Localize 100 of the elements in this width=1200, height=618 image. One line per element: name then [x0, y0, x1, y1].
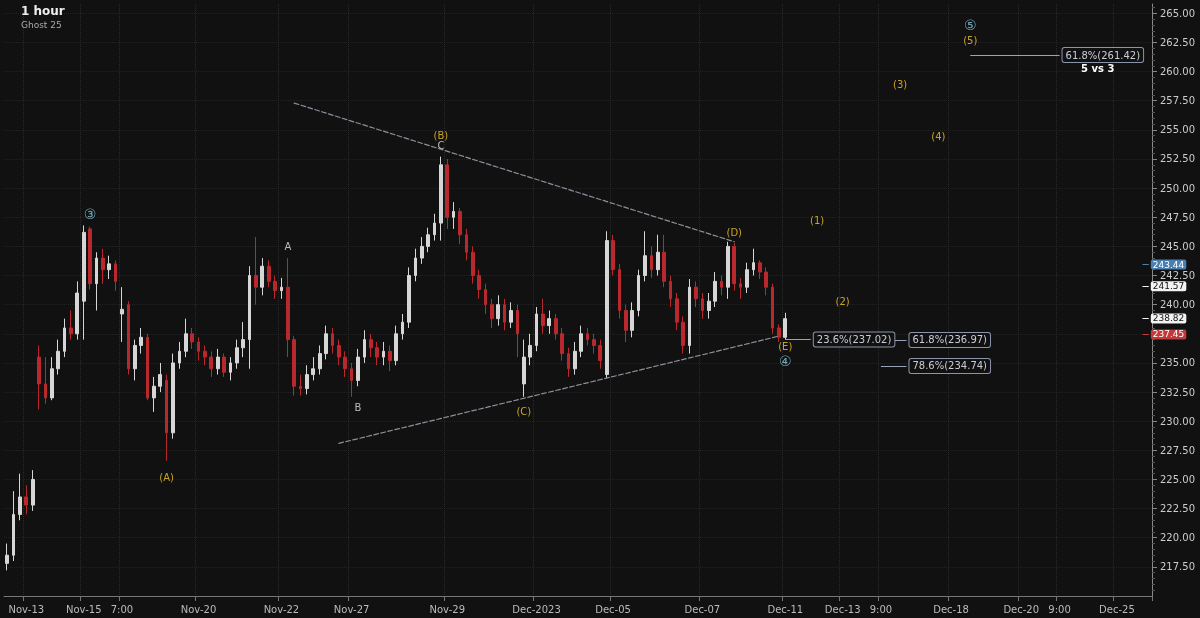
- candlestick: [31, 469, 35, 512]
- candlestick: [732, 242, 736, 292]
- candlestick: [720, 275, 723, 296]
- ref-line-label: 61.8%(261.42): [1065, 49, 1141, 61]
- y-tick-label: 260.00: [1160, 66, 1195, 78]
- candlestick: [726, 241, 730, 300]
- candlestick: [509, 301, 513, 329]
- annotation: A: [284, 240, 292, 252]
- candlestick: [618, 263, 621, 320]
- candlestick: [235, 339, 239, 370]
- x-tick-label: 9:00: [869, 603, 893, 615]
- candlestick: [165, 374, 168, 462]
- candlestick: [382, 341, 385, 366]
- y-tick-label: 242.50: [1160, 270, 1195, 282]
- candlestick: [484, 283, 487, 315]
- candlestick: [197, 336, 200, 362]
- candlestick: [171, 353, 175, 440]
- chart-title: 1 hour: [21, 4, 65, 18]
- candlestick: [107, 255, 111, 280]
- candlestick: [656, 234, 660, 277]
- candlestick: [280, 277, 283, 300]
- candlestick: [152, 376, 156, 413]
- annotation: (C): [516, 406, 532, 418]
- y-tick-label: 252.50: [1160, 153, 1195, 165]
- candlestick: [299, 374, 302, 397]
- candlestick: [783, 312, 787, 341]
- x-tick-label: Nov-20: [180, 603, 217, 615]
- y-tick-label: 225.00: [1160, 473, 1195, 485]
- candlestick: [452, 201, 455, 230]
- candlestick: [63, 318, 66, 358]
- ref-line-label: 243.44: [1152, 259, 1185, 270]
- x-tick-label: Nov-29: [429, 603, 466, 615]
- candlestick: [37, 344, 41, 411]
- candlestick: [547, 309, 551, 335]
- x-tick-label: Dec-20: [1003, 603, 1040, 615]
- candlestick: [350, 362, 353, 398]
- candlestick: [688, 278, 691, 355]
- candlestick: [324, 325, 328, 360]
- annotation: (E): [778, 341, 793, 353]
- annotation: ⑤: [963, 16, 977, 33]
- candlestick: [433, 213, 436, 242]
- annotation: ③: [83, 205, 97, 222]
- ref-line-label: 78.6%(234.74): [912, 360, 988, 372]
- candlestick: [331, 327, 334, 355]
- candlestick: [694, 280, 698, 308]
- candlestick: [24, 484, 28, 515]
- y-tick-label: 227.50: [1160, 444, 1195, 456]
- candlestick: [669, 275, 672, 308]
- candlestick: [69, 309, 73, 341]
- candlestick: [681, 315, 685, 355]
- annotation: C: [437, 139, 445, 151]
- y-tick-label: 257.50: [1160, 95, 1195, 107]
- annotation: (5): [963, 34, 978, 46]
- x-tick-label: Dec-18: [933, 603, 969, 615]
- candlestick: [662, 234, 666, 288]
- candlestick: [184, 318, 188, 358]
- candlestick: [388, 344, 392, 372]
- candlestick: [267, 259, 271, 288]
- candlestick: [101, 248, 105, 285]
- y-tick-label: 247.50: [1160, 211, 1195, 223]
- candlestick: [554, 313, 558, 341]
- candlestick: [777, 323, 781, 343]
- candlestick: [18, 473, 22, 521]
- candlestick: [216, 348, 220, 376]
- x-tick-label: 7:00: [110, 603, 134, 615]
- candlestick: [229, 356, 232, 381]
- candlestick: [414, 248, 417, 282]
- candlestick: [471, 245, 475, 285]
- annotation: (B): [433, 130, 449, 142]
- candlestick: [426, 227, 430, 253]
- candlestick: [477, 269, 481, 300]
- candlestick: [209, 350, 213, 378]
- candlestick: [273, 275, 277, 300]
- candlestick: [764, 266, 768, 296]
- candlestick: [573, 341, 577, 376]
- annotation: (1): [810, 215, 825, 227]
- candlestick: [120, 286, 124, 343]
- candlestick: [758, 259, 762, 280]
- ref-line-label: 237.45: [1152, 329, 1185, 340]
- candlestick: [75, 280, 79, 341]
- candlestick: [745, 262, 749, 294]
- y-tick-label: 262.50: [1160, 36, 1195, 48]
- x-tick-label: Dec-25: [1099, 603, 1135, 615]
- candlestick: [88, 226, 92, 291]
- y-tick-label: 265.00: [1160, 7, 1195, 19]
- annotation: (D): [726, 226, 743, 238]
- candlestick: [637, 269, 640, 317]
- candlestick: [178, 341, 181, 370]
- candlestick: [114, 259, 117, 292]
- candlestick: [675, 292, 679, 331]
- candlestick: [139, 327, 143, 355]
- y-tick-label: 240.00: [1160, 299, 1195, 311]
- candlestick: [190, 327, 194, 350]
- candlestick: [12, 490, 15, 562]
- annotation: (4): [931, 131, 946, 143]
- candlestick: [535, 306, 538, 352]
- candlestick: [598, 339, 602, 370]
- x-tick-label: Dec-2023: [512, 603, 561, 615]
- annotation: 5 vs 3: [1081, 62, 1115, 74]
- y-tick-label: 245.00: [1160, 240, 1195, 252]
